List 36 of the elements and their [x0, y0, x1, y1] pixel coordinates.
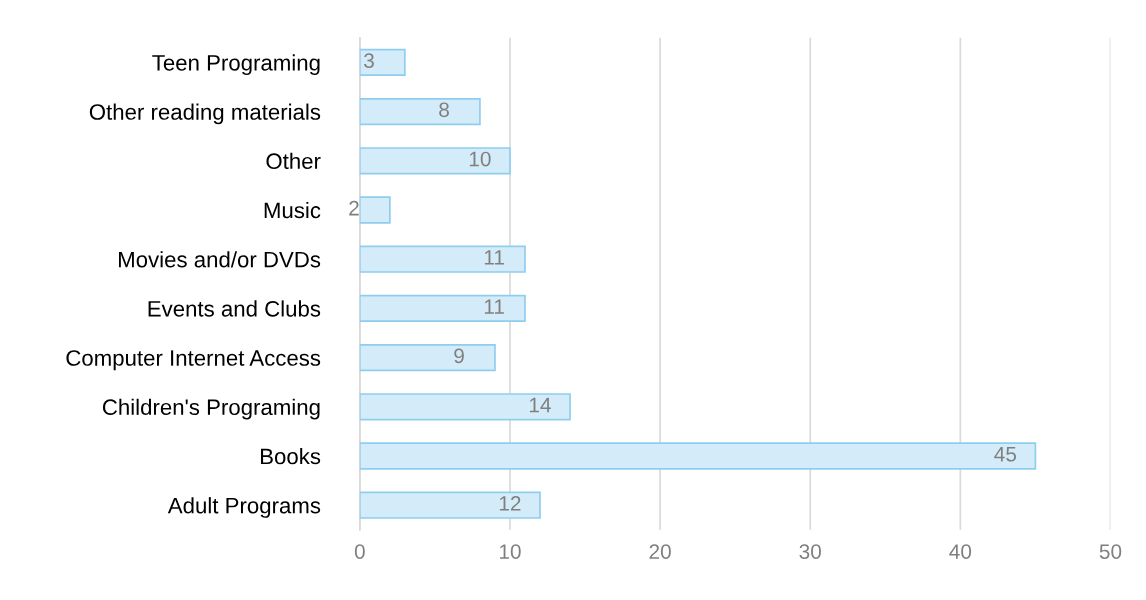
y-tick-label: Movies and/or DVDs: [119, 251, 321, 268]
data-label: 11: [484, 250, 504, 265]
x-tick-label: 30: [799, 544, 821, 559]
y-tick-label: Children's Programing: [102, 398, 320, 420]
data-label: 3: [364, 53, 374, 68]
x-tick-label: 10: [499, 544, 521, 559]
y-tick-label: Events and Clubs: [148, 300, 321, 317]
bar: [359, 97, 481, 126]
x-tick-label: 40: [949, 544, 972, 559]
bar: [359, 491, 541, 519]
bar: [359, 343, 496, 372]
y-tick-label: Music: [264, 201, 321, 219]
bar: [359, 147, 511, 175]
bar: [359, 294, 526, 323]
y-tick-label: Teen Programing: [152, 54, 320, 76]
y-tick-label: Computer Internet Access: [66, 350, 321, 371]
y-tick-label: Adult Programs: [167, 497, 321, 518]
bar: [359, 442, 1037, 470]
data-label: 11: [484, 299, 504, 314]
y-tick-label: Other reading materials: [89, 103, 321, 125]
data-label: 8: [439, 102, 449, 118]
x-tick-label: 0: [354, 544, 365, 559]
bar: [359, 245, 526, 273]
data-label: 9: [454, 348, 464, 364]
bar: [359, 196, 391, 224]
x-tick-label: 20: [649, 544, 671, 559]
y-tick-label: Other: [266, 152, 321, 170]
bar: [359, 393, 571, 421]
data-label: 45: [994, 447, 1017, 462]
data-label: 10: [469, 151, 491, 167]
y-tick-label: Books: [261, 447, 321, 465]
data-label: 14: [529, 397, 551, 413]
bar: [359, 48, 406, 77]
x-tick-label: 50: [1099, 544, 1122, 559]
data-label: 2: [349, 200, 359, 216]
data-label: 12: [499, 496, 521, 511]
